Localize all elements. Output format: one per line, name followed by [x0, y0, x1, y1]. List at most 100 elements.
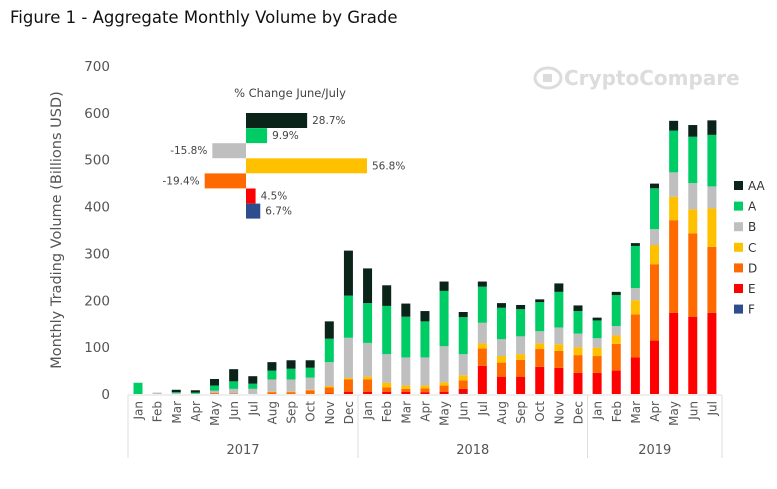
bar-segment-AA: [573, 305, 583, 312]
month-label: Jun: [227, 401, 241, 421]
bar-segment-A: [286, 368, 296, 380]
bar-segment-A: [343, 295, 353, 338]
y-axis-ticks: 0 100 200 300 400 500 600 700: [84, 59, 110, 403]
bar-segment-E: [592, 372, 602, 394]
bar-segment-AA: [439, 281, 449, 291]
bar-segment-B: [401, 357, 411, 386]
bar-segment-A: [267, 370, 277, 380]
month-label: Nov: [323, 401, 337, 424]
bar-segment-E: [363, 391, 373, 394]
bar-segment-C: [707, 208, 717, 247]
legend-label-F: F: [748, 303, 755, 317]
month-label: May: [208, 401, 222, 426]
bar-segment-B: [324, 362, 334, 387]
inset-bar-F: [246, 203, 261, 219]
bar-segment-B: [573, 333, 583, 348]
bar-segment-A: [324, 338, 334, 363]
bar-segment-E: [458, 388, 468, 394]
bar-segment-C: [382, 382, 392, 388]
bar-segment-A: [439, 290, 449, 347]
bar-segment-E: [630, 357, 640, 394]
bar-segment-D: [573, 355, 583, 373]
bar-segment-B: [152, 392, 162, 394]
bar-segment-AA: [669, 120, 679, 131]
y-tick-label: 500: [84, 153, 110, 169]
bar-segment-C: [420, 385, 430, 389]
bar-segment-B: [611, 326, 621, 336]
bar-segment-D: [592, 356, 602, 373]
legend-swatch-A: [734, 201, 743, 211]
bar-segment-E: [343, 391, 353, 394]
month-label: Aug: [495, 401, 509, 424]
year-label: 2017: [226, 443, 259, 458]
month-label: Feb: [610, 401, 624, 422]
bar-segment-AA: [190, 390, 200, 393]
bar-segment-B: [516, 336, 526, 355]
bar-segment-AA: [611, 291, 621, 296]
bar-segment-D: [650, 264, 660, 341]
year-label: 2019: [638, 443, 671, 458]
bar-segment-D: [382, 387, 392, 392]
bar-segment-A: [592, 320, 602, 339]
bar-segment-A: [477, 286, 487, 323]
month-label: Jan: [591, 401, 605, 421]
year-label: 2018: [456, 443, 489, 458]
bar-segment-E: [650, 340, 660, 394]
bar-segment-E: [707, 312, 717, 394]
bar-segment-D: [535, 349, 545, 367]
bar-segment-B: [171, 393, 181, 394]
bar-segment-A: [382, 305, 392, 355]
bar-segment-AA: [171, 389, 181, 393]
bar-segment-A: [554, 291, 564, 328]
month-label: Sep: [285, 401, 299, 424]
bar-segment-AA: [248, 376, 258, 384]
bar-segment-D: [477, 348, 487, 366]
bar-segment-AA: [630, 243, 640, 246]
bar-segment-D: [267, 392, 277, 394]
bar-segment-AA: [496, 303, 506, 308]
bar-segment-C: [439, 382, 449, 386]
inset-value-label: 4.5%: [261, 191, 288, 203]
y-tick-label: 100: [84, 340, 110, 356]
bar-segment-A: [496, 307, 506, 340]
month-label: Dec: [342, 401, 356, 424]
bar-segment-E: [573, 372, 583, 394]
bar-segment-D: [305, 390, 315, 394]
bar-segment-B: [363, 342, 373, 377]
inset-value-label: 6.7%: [265, 206, 292, 218]
bar-segment-B: [305, 377, 315, 390]
legend-swatch-C: [734, 242, 743, 252]
bar-segment-C: [516, 354, 526, 360]
bars: [133, 120, 717, 394]
bar-segment-D: [210, 393, 220, 394]
bar-segment-A: [305, 367, 315, 378]
y-tick-label: 600: [84, 106, 110, 122]
bar-segment-A: [133, 382, 143, 394]
bar-segment-C: [554, 344, 564, 351]
bar-segment-C: [535, 343, 545, 350]
month-label: Oct: [304, 401, 318, 422]
bar-segment-AA: [363, 268, 373, 304]
x-axis: 2017 2018 2019 Jan Feb Mar Apr May Jun Jul Aug Sep O…: [127, 394, 723, 458]
bar-segment-AA: [305, 360, 315, 368]
month-label: Dec: [571, 401, 585, 424]
bar-segment-D: [688, 233, 698, 317]
bar-segment-E: [688, 316, 698, 394]
bar-segment-E: [420, 392, 430, 394]
month-label: Apr: [189, 401, 203, 422]
month-label: Jul: [246, 401, 260, 416]
bar-segment-AA: [554, 283, 564, 292]
legend-label-A: A: [748, 200, 757, 214]
month-label: Jan: [361, 401, 375, 421]
bar-segment-D: [401, 388, 411, 392]
month-label: Jul: [476, 401, 490, 416]
bar-segment-A: [669, 130, 679, 173]
bar-segment-B: [420, 357, 430, 386]
legend-swatch-E: [734, 284, 743, 293]
bar-segment-AA: [210, 379, 220, 386]
legend-swatch-F: [734, 304, 743, 314]
inset-value-label: 28.7%: [312, 115, 345, 127]
legend-label-D: D: [748, 261, 757, 275]
bar-segment-D: [458, 380, 468, 389]
